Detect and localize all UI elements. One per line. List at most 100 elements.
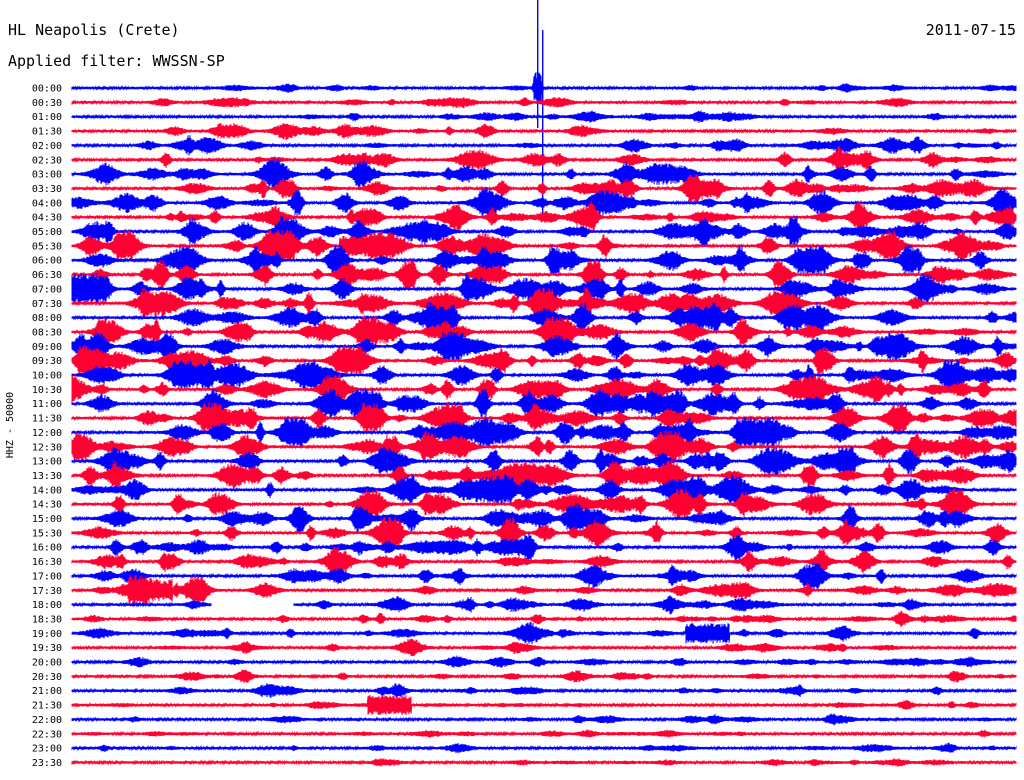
seismic-trace — [71, 158, 1017, 190]
seismic-trace — [71, 244, 1017, 276]
time-tick-label: 12:30 — [32, 442, 62, 453]
seismic-trace — [71, 532, 1017, 563]
seismic-trace — [71, 695, 1017, 716]
time-tick-label: 02:30 — [32, 155, 62, 166]
time-tick-label: 16:00 — [32, 543, 62, 554]
seismic-trace — [71, 516, 1017, 549]
seismic-trace — [71, 388, 1017, 420]
seismic-trace — [71, 713, 1017, 726]
time-tick-label: 07:30 — [32, 299, 62, 310]
time-tick-label: 07:00 — [32, 284, 62, 295]
time-tick-label: 17:30 — [32, 586, 62, 597]
seismic-trace — [71, 72, 1017, 105]
time-tick-label: 14:30 — [32, 500, 62, 511]
time-tick-label: 04:00 — [32, 198, 62, 209]
seismic-trace — [71, 287, 1017, 320]
time-tick-label: 12:00 — [32, 428, 62, 439]
time-tick-label: 21:30 — [32, 701, 62, 712]
time-tick-label: 06:30 — [32, 270, 62, 281]
time-tick-label: 03:30 — [32, 184, 62, 195]
seismic-trace — [71, 110, 1017, 123]
time-tick-label: 05:30 — [32, 241, 62, 252]
seismic-trace — [71, 301, 1017, 334]
seismic-trace — [71, 146, 1017, 174]
time-tick-label: 00:00 — [32, 84, 62, 95]
date-label: 2011-07-15 — [925, 21, 1016, 39]
seismic-trace — [71, 742, 1017, 754]
time-tick-label: 10:30 — [32, 385, 62, 396]
seismic-trace — [71, 135, 1017, 156]
seismic-trace — [71, 473, 1017, 506]
time-tick-label: 00:30 — [32, 98, 62, 109]
time-tick-label: 05:00 — [32, 227, 62, 238]
seismic-trace — [71, 638, 1017, 657]
time-tick-label: 09:00 — [32, 342, 62, 353]
seismic-trace — [71, 430, 1017, 463]
seismic-trace — [71, 358, 1017, 391]
time-tick-label: 13:00 — [32, 457, 62, 468]
seismic-trace — [71, 123, 1017, 141]
seismic-trace — [71, 315, 1017, 348]
seismic-trace — [71, 595, 1017, 615]
seismic-trace — [71, 561, 1017, 590]
time-tick-label: 08:30 — [32, 327, 62, 338]
time-tick-label: 18:30 — [32, 614, 62, 625]
time-tick-label: 04:30 — [32, 213, 62, 224]
time-tick-label: 14:00 — [32, 485, 62, 496]
time-tick-label: 20:00 — [32, 658, 62, 669]
time-tick-label: 23:00 — [32, 744, 62, 755]
time-tick-label: 16:30 — [32, 557, 62, 568]
seismic-trace — [71, 669, 1017, 684]
time-tick-label: 20:30 — [32, 672, 62, 683]
time-tick-label: 03:00 — [32, 170, 62, 181]
time-tick-label: 01:30 — [32, 127, 62, 138]
seismic-trace — [71, 96, 1017, 109]
seismic-trace — [71, 683, 1017, 699]
seismic-trace — [71, 610, 1017, 628]
seismic-trace — [71, 272, 1017, 305]
station-title: HL Neapolis (Crete) — [8, 21, 180, 39]
time-tick-label: 09:30 — [32, 356, 62, 367]
filter-label: Applied filter: WWSSN-SP — [8, 52, 225, 70]
seismic-trace — [71, 215, 1017, 248]
time-tick-label: 17:00 — [32, 571, 62, 582]
time-tick-label: 19:30 — [32, 643, 62, 654]
time-tick-label: 11:30 — [32, 414, 62, 425]
seismic-trace — [71, 488, 1017, 521]
seismic-trace — [71, 655, 1017, 668]
time-tick-label: 02:00 — [32, 141, 62, 152]
time-tick-label: 15:00 — [32, 514, 62, 525]
time-tick-label: 22:30 — [32, 729, 62, 740]
time-tick-label: 18:00 — [32, 600, 62, 611]
seismic-trace — [71, 758, 1017, 767]
seismic-trace — [71, 416, 1017, 449]
seismic-trace — [71, 174, 1017, 203]
time-tick-label: 10:00 — [32, 371, 62, 382]
seismic-trace — [71, 574, 1017, 607]
seismic-trace — [71, 459, 1017, 492]
time-tick-label: 06:00 — [32, 256, 62, 267]
seismic-trace — [71, 621, 1017, 645]
time-tick-label: 08:00 — [32, 313, 62, 324]
seismic-trace — [71, 546, 1017, 577]
seismic-trace — [71, 229, 1017, 262]
time-tick-label: 22:00 — [32, 715, 62, 726]
time-tick-label: 11:00 — [32, 399, 62, 410]
seismic-trace — [71, 502, 1017, 535]
time-tick-label: 01:00 — [32, 112, 62, 123]
time-tick-label: 23:30 — [32, 758, 62, 769]
seismic-trace — [71, 258, 1017, 291]
seismic-trace — [71, 402, 1017, 435]
seismic-trace — [71, 201, 1017, 233]
time-tick-labels: 00:00 00:30 01:00 01:30 02:00 02:30 03:00 03:30… — [32, 84, 62, 769]
y-axis-label: HHZ - 50000 — [5, 392, 16, 458]
time-tick-label: 21:00 — [32, 686, 62, 697]
seismic-trace — [71, 729, 1017, 738]
seismic-trace — [71, 374, 1017, 406]
seismic-traces — [71, 0, 1017, 767]
time-tick-label: 19:00 — [32, 629, 62, 640]
seismic-trace — [71, 446, 1017, 477]
time-tick-label: 13:30 — [32, 471, 62, 482]
seismic-trace — [71, 330, 1017, 362]
